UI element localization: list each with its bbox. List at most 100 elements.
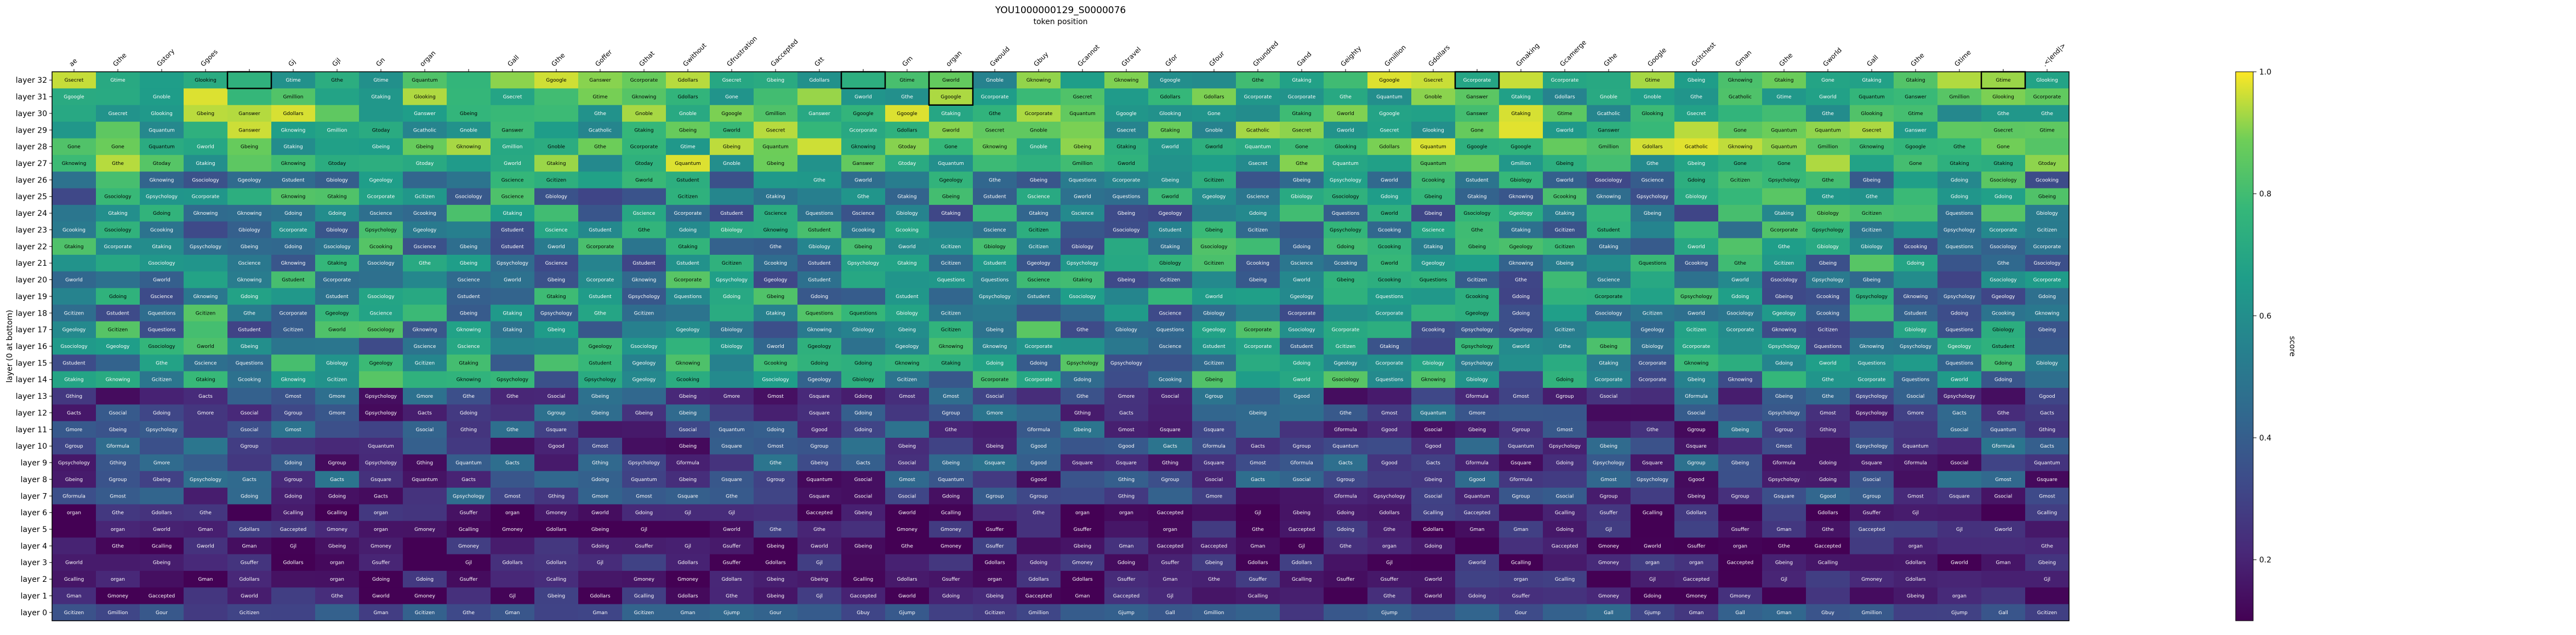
cell-token-label: organ bbox=[1908, 544, 1923, 549]
heatmap-cell bbox=[271, 337, 316, 355]
heatmap-cell bbox=[1587, 88, 1631, 106]
heatmap-cell bbox=[666, 520, 710, 538]
heatmap-cell bbox=[973, 504, 1017, 522]
heatmap-cell bbox=[1324, 171, 1368, 188]
heatmap-cell bbox=[1499, 504, 1543, 522]
cell-token-label: Gworld bbox=[811, 544, 828, 549]
cell-token-label: Gmillion bbox=[1073, 161, 1093, 167]
heatmap-cell bbox=[315, 570, 360, 588]
heatmap-cell bbox=[666, 438, 710, 455]
heatmap-cell bbox=[1806, 72, 1850, 89]
cell-token-label: Gmost bbox=[285, 427, 301, 433]
cell-token-label: Gtoday bbox=[2038, 161, 2056, 167]
heatmap-cell bbox=[184, 371, 228, 388]
cell-token-label: Gbeing bbox=[241, 344, 258, 350]
heatmap-cell bbox=[1762, 221, 1806, 239]
heatmap-cell bbox=[227, 88, 272, 106]
heatmap-cell bbox=[2025, 171, 2070, 188]
heatmap-cell bbox=[1631, 221, 1675, 239]
heatmap-cell bbox=[1236, 105, 1280, 122]
cell-token-label: Ggood bbox=[1030, 461, 1046, 466]
heatmap-cell bbox=[973, 554, 1017, 571]
cell-token-label: Gthe bbox=[594, 111, 606, 117]
heatmap-cell bbox=[1850, 122, 1894, 139]
heatmap-cell bbox=[622, 171, 666, 188]
heatmap-cell bbox=[797, 504, 842, 522]
cell-token-label: Gdoing bbox=[1907, 261, 1924, 266]
heatmap-cell bbox=[184, 122, 228, 139]
heatmap-cell bbox=[1104, 138, 1149, 156]
cell-token-label: Gaccepted bbox=[1552, 544, 1578, 549]
heatmap-cell bbox=[1061, 404, 1105, 422]
cell-token-label: Gpsychology bbox=[365, 394, 397, 399]
heatmap-cell bbox=[973, 404, 1017, 422]
x-tick-label: Gthe bbox=[1777, 52, 1794, 68]
heatmap-cell bbox=[1894, 404, 1938, 422]
heatmap-cell bbox=[666, 105, 710, 122]
heatmap-cell bbox=[622, 105, 666, 122]
heatmap-cell bbox=[403, 337, 447, 355]
heatmap-cell bbox=[1674, 188, 1719, 205]
cell-token-label: Gknowing bbox=[939, 344, 964, 350]
cell-token-label: Gquantum bbox=[1420, 410, 1446, 416]
heatmap-cell bbox=[1061, 305, 1105, 322]
heatmap-cell bbox=[1017, 570, 1061, 588]
cell-token-label: Gsuffer bbox=[986, 527, 1004, 533]
cell-token-label: Gtaking bbox=[371, 95, 390, 100]
heatmap-cell bbox=[1499, 604, 1543, 621]
cell-token-label: Gquantum bbox=[149, 128, 175, 133]
heatmap-cell bbox=[491, 354, 535, 371]
cell-token-label: Gjump bbox=[899, 610, 915, 616]
cell-token-label: Gone bbox=[944, 145, 958, 150]
heatmap-cell bbox=[1674, 122, 1719, 139]
y-tick-label: layer 26 bbox=[16, 176, 47, 185]
heatmap-cell bbox=[710, 471, 754, 488]
heatmap-cell bbox=[184, 404, 228, 422]
cell-token-label: Gtime bbox=[373, 78, 389, 83]
heatmap-cell bbox=[1324, 471, 1368, 488]
cell-token-label: Gbeing bbox=[460, 261, 477, 266]
heatmap-cell bbox=[1587, 138, 1631, 156]
heatmap-cell bbox=[754, 255, 798, 272]
cell-token-label: Gsuffer bbox=[1688, 544, 1706, 549]
heatmap-cell bbox=[1762, 255, 1806, 272]
cell-token-label: Gbeing bbox=[679, 394, 697, 399]
heatmap-cell bbox=[929, 321, 973, 339]
y-tick-label: layer 6 bbox=[21, 509, 48, 518]
cell-token-label: Gstudent bbox=[1159, 227, 1182, 233]
heatmap-cell bbox=[754, 454, 798, 472]
heatmap-cell bbox=[1411, 188, 1456, 205]
heatmap-cell bbox=[1587, 171, 1631, 188]
heatmap-cell bbox=[1324, 271, 1368, 289]
heatmap-cell bbox=[1236, 138, 1280, 156]
heatmap-cell bbox=[1543, 554, 1587, 571]
cell-token-label: Gman bbox=[1075, 593, 1090, 599]
cell-token-label: Gworld bbox=[723, 527, 740, 533]
heatmap-cell bbox=[1455, 321, 1500, 339]
cell-token-label: Gcalling bbox=[152, 544, 172, 549]
cell-token-label: Gthe bbox=[1822, 111, 1834, 117]
heatmap-cell bbox=[1937, 255, 1982, 272]
cell-token-label: Gcitizen bbox=[1643, 311, 1662, 316]
cell-token-label: Gknowing bbox=[1860, 145, 1884, 150]
heatmap-cell bbox=[1280, 188, 1324, 205]
heatmap-cell bbox=[315, 404, 360, 422]
heatmap-cell bbox=[1280, 454, 1324, 472]
cell-token-label: Gman bbox=[681, 610, 696, 616]
heatmap-cell bbox=[315, 421, 360, 438]
heatmap-cell bbox=[1981, 404, 2026, 422]
cell-token-label: Gthe bbox=[726, 494, 738, 499]
heatmap-cell bbox=[1981, 305, 2026, 322]
heatmap-cell bbox=[885, 305, 930, 322]
heatmap-cell bbox=[1236, 421, 1280, 438]
heatmap-cell bbox=[534, 421, 579, 438]
cell-token-label: Gbeing bbox=[241, 145, 258, 150]
heatmap-cell bbox=[1937, 122, 1982, 139]
heatmap-cell bbox=[1148, 421, 1193, 438]
cell-token-label: Gthe bbox=[1296, 161, 1308, 167]
heatmap-cell bbox=[885, 238, 930, 255]
cell-token-label: Gman bbox=[505, 610, 520, 616]
cell-token-label: Gsocial bbox=[1161, 394, 1179, 399]
heatmap-cell bbox=[578, 554, 623, 571]
heatmap-cell bbox=[797, 171, 842, 188]
